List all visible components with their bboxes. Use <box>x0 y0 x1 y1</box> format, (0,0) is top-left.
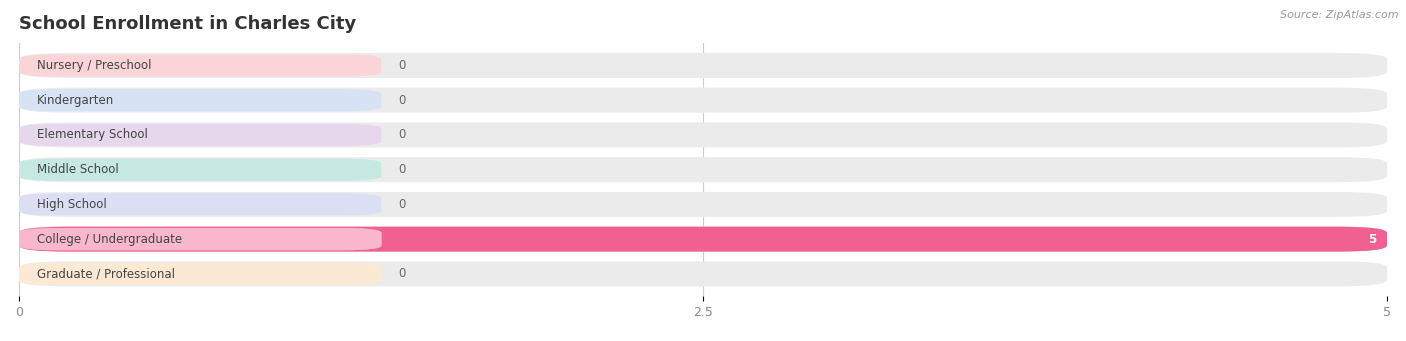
FancyBboxPatch shape <box>20 263 381 285</box>
FancyBboxPatch shape <box>20 53 1386 78</box>
FancyBboxPatch shape <box>20 54 381 77</box>
FancyBboxPatch shape <box>20 157 1386 182</box>
Text: 0: 0 <box>398 198 405 211</box>
Text: 0: 0 <box>398 267 405 280</box>
Text: 5: 5 <box>1368 233 1376 246</box>
FancyBboxPatch shape <box>20 228 381 250</box>
Text: Source: ZipAtlas.com: Source: ZipAtlas.com <box>1281 10 1399 20</box>
Text: Kindergarten: Kindergarten <box>37 94 114 107</box>
FancyBboxPatch shape <box>20 193 381 216</box>
FancyBboxPatch shape <box>20 228 381 250</box>
FancyBboxPatch shape <box>20 159 381 181</box>
Text: Middle School: Middle School <box>37 163 120 176</box>
Text: 0: 0 <box>398 59 405 72</box>
Text: Nursery / Preschool: Nursery / Preschool <box>37 59 152 72</box>
FancyBboxPatch shape <box>20 89 381 111</box>
Text: 0: 0 <box>398 94 405 107</box>
FancyBboxPatch shape <box>20 193 381 216</box>
FancyBboxPatch shape <box>20 89 381 111</box>
Text: Elementary School: Elementary School <box>37 129 148 142</box>
FancyBboxPatch shape <box>20 122 1386 147</box>
FancyBboxPatch shape <box>20 88 1386 113</box>
Text: School Enrollment in Charles City: School Enrollment in Charles City <box>20 15 356 33</box>
FancyBboxPatch shape <box>20 227 1386 252</box>
FancyBboxPatch shape <box>20 192 1386 217</box>
FancyBboxPatch shape <box>20 227 1386 252</box>
Text: Graduate / Professional: Graduate / Professional <box>37 267 176 280</box>
FancyBboxPatch shape <box>20 159 381 181</box>
FancyBboxPatch shape <box>20 124 381 146</box>
Text: 0: 0 <box>398 129 405 142</box>
Text: College / Undergraduate: College / Undergraduate <box>37 233 183 246</box>
FancyBboxPatch shape <box>20 263 381 285</box>
FancyBboxPatch shape <box>20 124 381 146</box>
FancyBboxPatch shape <box>20 54 381 77</box>
FancyBboxPatch shape <box>20 261 1386 286</box>
Text: High School: High School <box>37 198 107 211</box>
Text: 0: 0 <box>398 163 405 176</box>
